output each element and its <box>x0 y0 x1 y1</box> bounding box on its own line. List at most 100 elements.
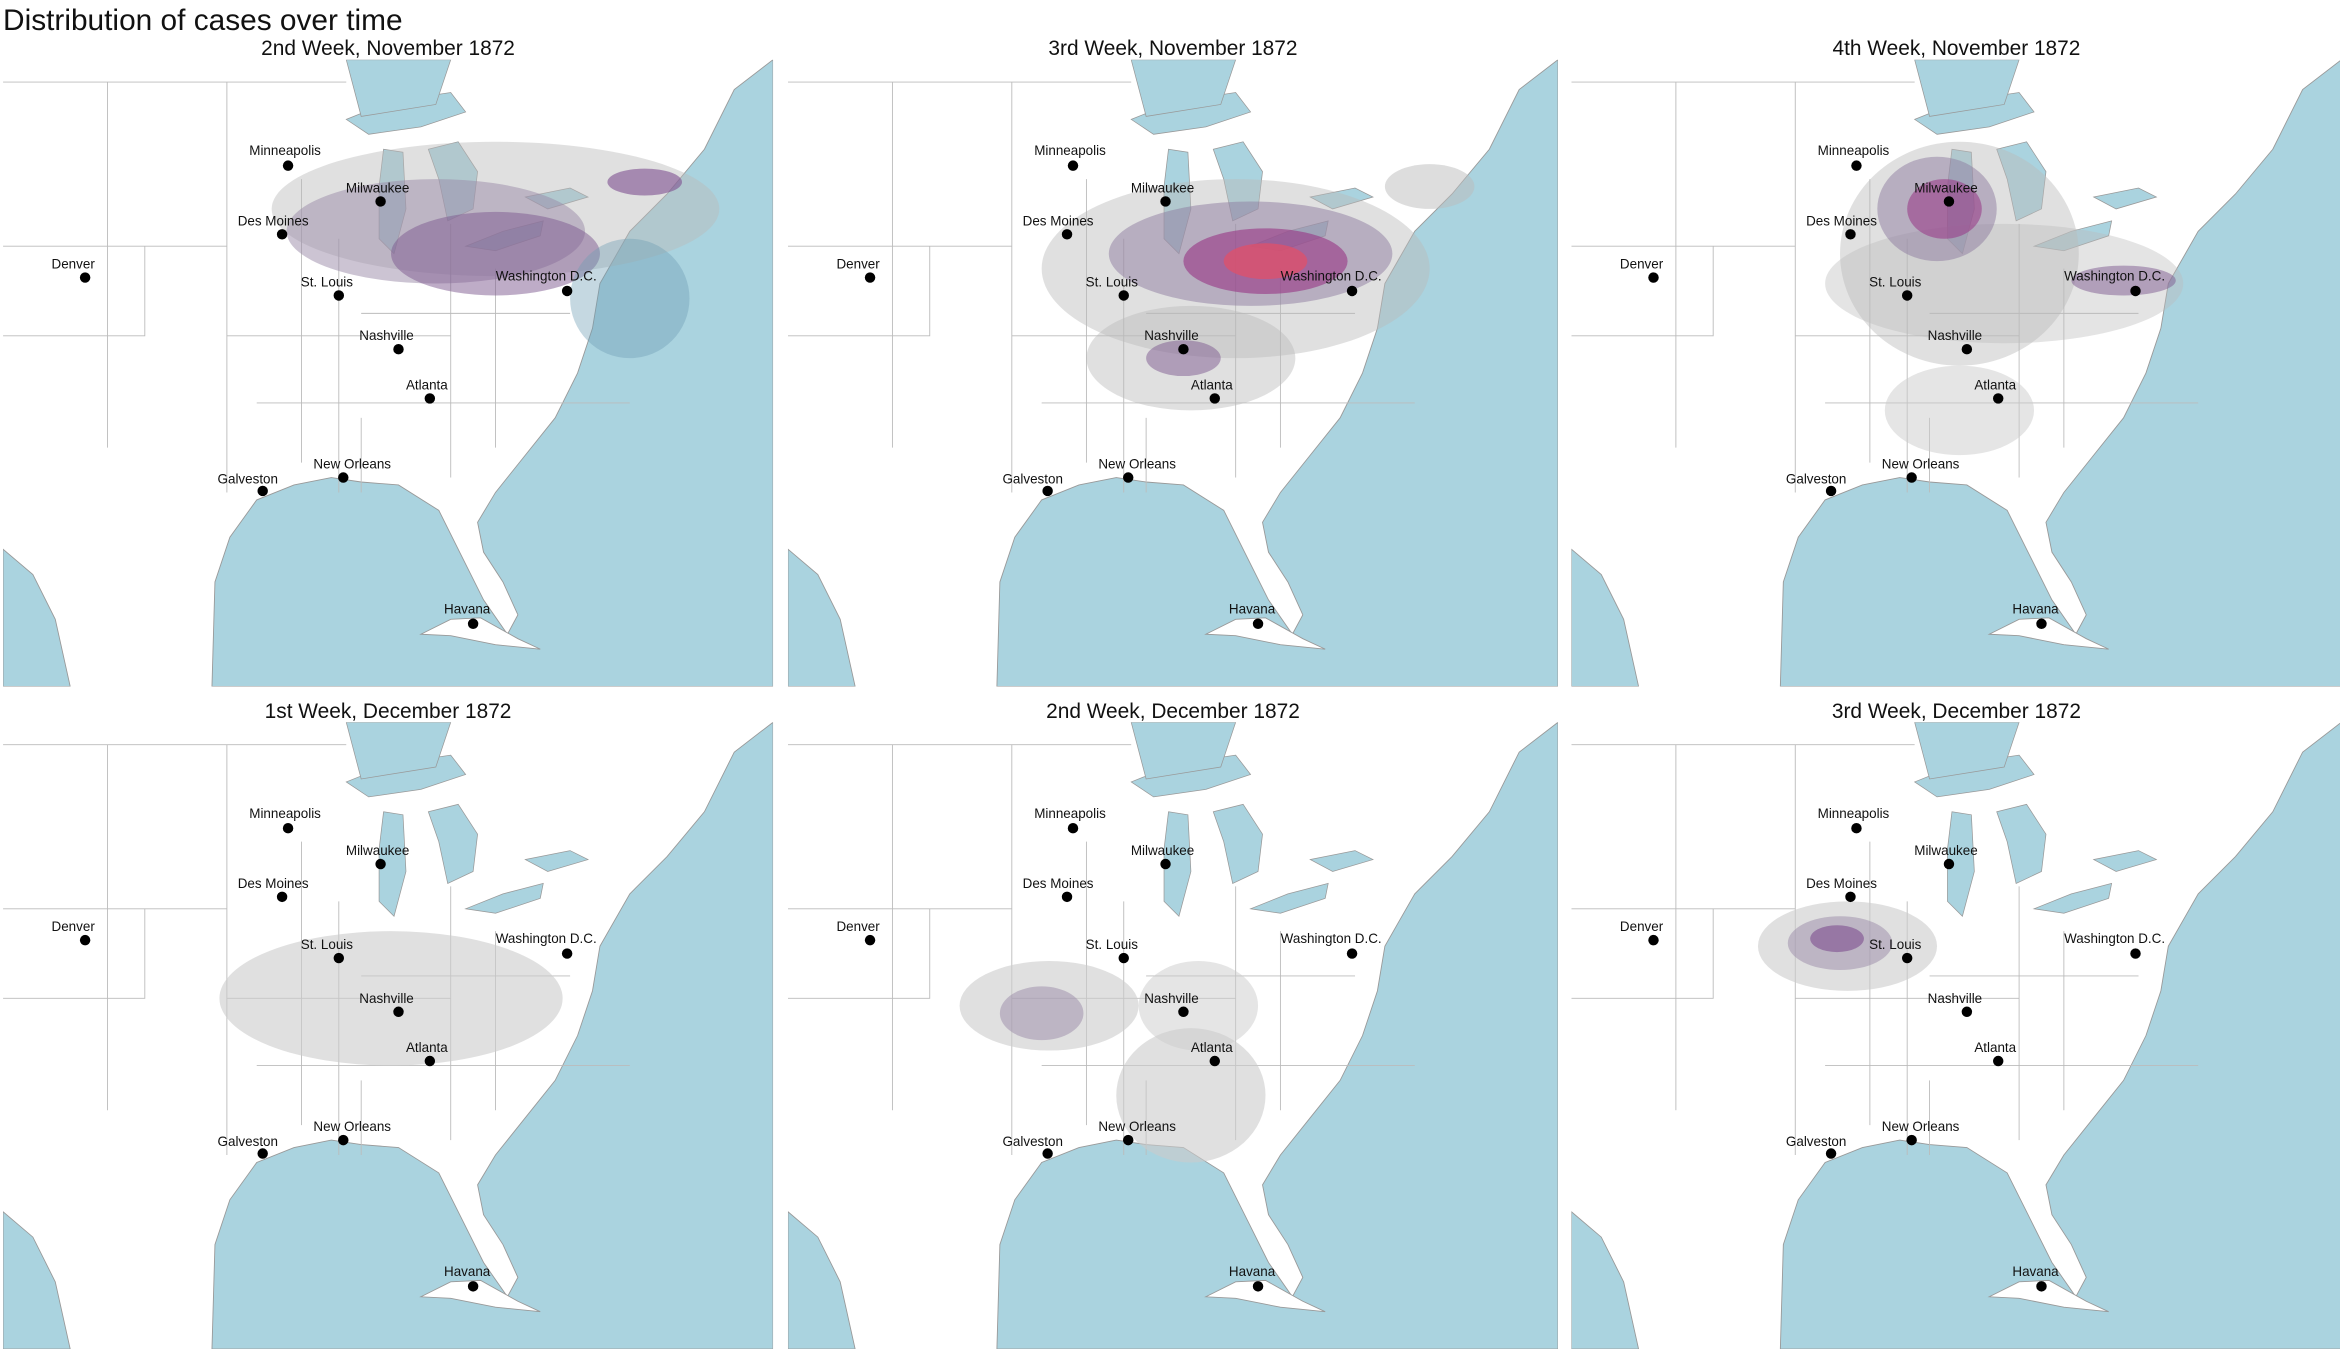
ocean <box>996 722 1558 1350</box>
state-line <box>3 246 146 337</box>
city-dot <box>561 948 573 959</box>
city-label: St. Louis <box>1869 275 1922 290</box>
lake <box>1914 722 2020 780</box>
figure-title: Distribution of cases over time <box>3 4 403 37</box>
city-dot <box>1961 1006 1973 1017</box>
density-contour <box>391 211 600 296</box>
city-label: New Orleans <box>313 457 391 472</box>
density-contour <box>1884 365 2035 456</box>
city-dot <box>1118 290 1129 301</box>
map: Minneapolis Milwaukee Des Moines Denver St. … <box>787 722 1558 1350</box>
density-contour <box>219 931 563 1066</box>
city-dot <box>1825 1148 1837 1159</box>
city-dot <box>1992 1055 2004 1067</box>
city-label: Havana <box>1229 601 1276 616</box>
lake <box>2092 187 2158 210</box>
city-dot <box>1122 1134 1134 1146</box>
map-panel: Minneapolis Milwaukee Des Moines Denver St. … <box>1571 37 2340 687</box>
lake <box>2032 220 2113 252</box>
map-panel: Minneapolis Milwaukee Des Moines Denver St. … <box>3 37 774 687</box>
city-label: Havana <box>444 601 491 616</box>
city-dot <box>1209 393 1220 404</box>
city-dot <box>2036 618 2047 629</box>
city-label: Atlanta <box>406 1040 448 1055</box>
map-panel: Minneapolis Milwaukee Des Moines Denver St. … <box>787 37 1558 687</box>
cuba <box>419 617 541 650</box>
city-dot <box>561 285 573 297</box>
lake <box>345 722 452 780</box>
city-dot <box>1851 822 1862 834</box>
city-label: Nashville <box>1144 328 1198 343</box>
pacific <box>3 1211 71 1350</box>
density-contour <box>607 168 683 196</box>
city-dot <box>1178 343 1189 355</box>
lake <box>1163 811 1192 917</box>
ocean <box>211 59 774 687</box>
city-dot <box>1851 160 1862 171</box>
city-label: Minneapolis <box>1034 143 1106 158</box>
city-dot <box>1845 229 1856 240</box>
city-dot <box>1160 196 1171 207</box>
city-label: Atlanta <box>1974 1040 2016 1055</box>
city-label: Galveston <box>1002 1134 1062 1149</box>
city-label: Milwaukee <box>1131 843 1194 858</box>
city-label: Milwaukee <box>346 181 409 196</box>
city-label: Denver <box>1620 919 1664 934</box>
city-dot <box>424 1055 436 1067</box>
city-dot <box>1961 343 1973 355</box>
city-label: Havana <box>2012 1264 2059 1279</box>
pacific <box>3 548 71 687</box>
city-label: Denver <box>836 257 880 272</box>
city-label: Havana <box>1229 1264 1276 1279</box>
city-label: New Orleans <box>1098 457 1176 472</box>
city-dot <box>257 1148 268 1159</box>
panel-title: 2nd Week, December 1872 <box>1046 700 1300 723</box>
city-label: Nashville <box>1144 991 1198 1006</box>
city-label: St. Louis <box>1086 937 1139 952</box>
city-dot <box>333 952 345 964</box>
city-label: St. Louis <box>301 275 354 290</box>
lake <box>1947 811 1975 917</box>
city-label: Atlanta <box>406 377 448 392</box>
city-dot <box>1067 822 1079 834</box>
city-dot <box>1118 952 1129 964</box>
pacific <box>787 1211 856 1350</box>
city-dot <box>1346 948 1358 959</box>
city-dot <box>2130 948 2141 959</box>
state-line <box>787 246 931 337</box>
city-dot <box>79 934 91 946</box>
city-dot <box>257 485 268 497</box>
state-line <box>1571 908 1714 999</box>
city-dot <box>1906 472 1917 483</box>
state-line <box>787 908 931 999</box>
density-contour <box>1116 1028 1266 1163</box>
city-dot <box>2036 1281 2047 1292</box>
ocean <box>996 59 1558 687</box>
city-dot <box>282 822 294 834</box>
city-dot <box>1943 858 1955 870</box>
city-label: Washington D.C. <box>2064 931 2165 946</box>
city-dot <box>1648 934 1659 946</box>
city-dot <box>393 1006 404 1017</box>
pacific <box>1571 548 1640 687</box>
city-dot <box>338 1134 349 1146</box>
city-label: Nashville <box>1928 328 1982 343</box>
city-label: Des Moines <box>1806 876 1877 891</box>
city-label: St. Louis <box>301 937 354 952</box>
map: Minneapolis Milwaukee Des Moines Denver St. … <box>1571 722 2340 1350</box>
city-label: New Orleans <box>1098 1119 1176 1134</box>
lake <box>378 811 407 917</box>
city-label: Galveston <box>218 471 278 486</box>
density-contour <box>570 238 690 359</box>
city-dot <box>1178 1006 1189 1017</box>
city-label: Milwaukee <box>1914 181 1977 196</box>
cuba <box>1204 1279 1326 1313</box>
pacific <box>787 548 856 687</box>
city-label: Galveston <box>218 1134 278 1149</box>
panel-title: 2nd Week, November 1872 <box>261 37 515 60</box>
city-dot <box>1845 891 1856 903</box>
density-contour <box>2071 265 2176 296</box>
city-label: New Orleans <box>313 1119 391 1134</box>
density-contour <box>1907 179 1982 239</box>
